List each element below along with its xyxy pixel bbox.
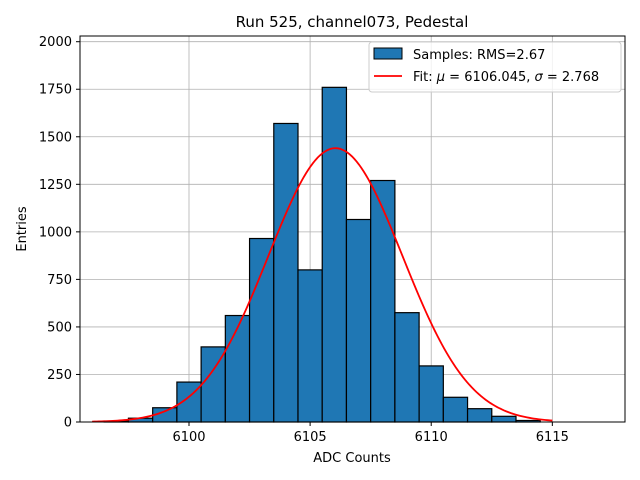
- legend: Samples: RMS=2.67 Fit: μ = 6106.045, σ =…: [368, 41, 622, 93]
- y-tick-label: 750: [47, 273, 72, 288]
- legend-histogram-swatch: [373, 47, 403, 60]
- histogram-bars: [103, 86, 541, 423]
- histogram-bar: [442, 396, 469, 423]
- x-axis-ticks: 6100 6105 6110 6115: [172, 422, 569, 445]
- histogram-bar: [466, 408, 493, 423]
- y-axis-ticks: 0 250 500 750 1000 1250 1500 1750 2000: [39, 35, 80, 431]
- plot-frame: [79, 35, 626, 423]
- histogram-bar: [394, 312, 420, 423]
- histogram-bar: [200, 346, 226, 423]
- histogram-bar: [224, 314, 251, 423]
- y-tick-label: 1250: [39, 178, 72, 193]
- histogram-bar: [297, 269, 323, 423]
- y-tick-label: 2000: [39, 35, 72, 50]
- legend-histogram-label: Samples: RMS=2.67: [413, 48, 545, 63]
- y-tick-label: 0: [64, 416, 72, 431]
- y-tick-label: 250: [47, 368, 72, 383]
- x-tick-label: 6115: [536, 430, 569, 445]
- chart-title: Run 525, channel073, Pedestal: [236, 13, 469, 31]
- x-tick-label: 6100: [172, 430, 205, 445]
- histogram-bar: [273, 122, 299, 423]
- y-tick-label: 1500: [39, 130, 72, 145]
- fit-curve: [92, 147, 553, 423]
- y-axis-label: Entries: [15, 206, 30, 252]
- y-tick-label: 500: [47, 320, 72, 335]
- legend-box: [368, 41, 622, 93]
- histogram-bar: [418, 365, 444, 423]
- histogram-bar: [321, 86, 348, 423]
- histogram-bar: [345, 218, 372, 423]
- histogram-bar: [491, 415, 517, 423]
- histogram-bar: [248, 237, 275, 423]
- legend-fit-label: Fit: μ = 6106.045, σ = 2.768: [413, 70, 599, 85]
- y-tick-label: 1000: [39, 225, 72, 240]
- y-tick-label: 1750: [39, 83, 72, 98]
- x-tick-label: 6110: [415, 430, 448, 445]
- x-axis-label: ADC Counts: [313, 451, 391, 466]
- histogram-bar: [370, 179, 396, 423]
- x-tick-label: 6105: [294, 430, 327, 445]
